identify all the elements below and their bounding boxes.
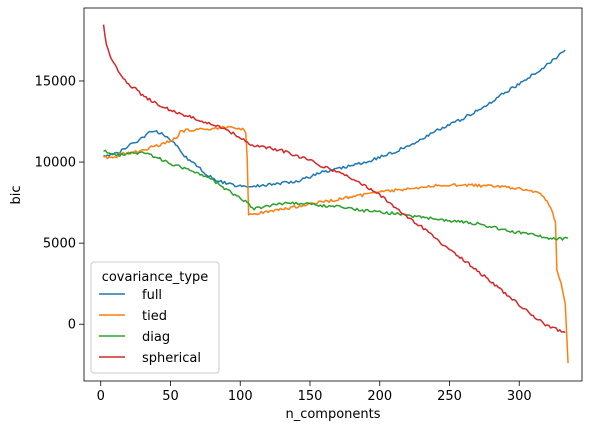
legend: covariance_type full tied diag spherical [90,261,220,374]
legend-label-full: full [142,288,162,303]
legend-title: covariance_type [102,270,209,285]
y-tick-label: 0 [68,318,76,333]
y-tick-label: 5000 [43,237,76,252]
legend-label-diag: diag [142,330,170,345]
y-tick-label: 15000 [35,74,76,89]
legend-box [90,261,220,374]
x-tick-label: 100 [228,389,253,404]
legend-label-tied: tied [142,309,167,324]
x-axis-ticks: 0 50 100 150 200 250 300 [97,381,532,404]
x-tick-label: 200 [367,389,392,404]
x-axis-label: n_components [285,407,380,422]
series-line-full [103,49,566,188]
legend-items: full tied diag spherical [99,288,201,366]
x-tick-label: 150 [298,389,323,404]
legend-label-spherical: spherical [142,351,201,366]
series-line-spherical [102,24,566,334]
x-tick-label: 0 [97,389,105,404]
x-tick-label: 300 [507,389,532,404]
x-tick-label: 250 [437,389,462,404]
y-tick-label: 10000 [35,156,76,171]
series-line-tied [103,125,569,364]
axes-frame [83,7,583,382]
series-line-diag [103,149,569,241]
x-tick-label: 50 [162,389,179,404]
y-axis-label: bic [9,185,24,204]
y-axis-ticks: 0 5000 10000 15000 [35,74,84,333]
series-layer [102,24,569,364]
